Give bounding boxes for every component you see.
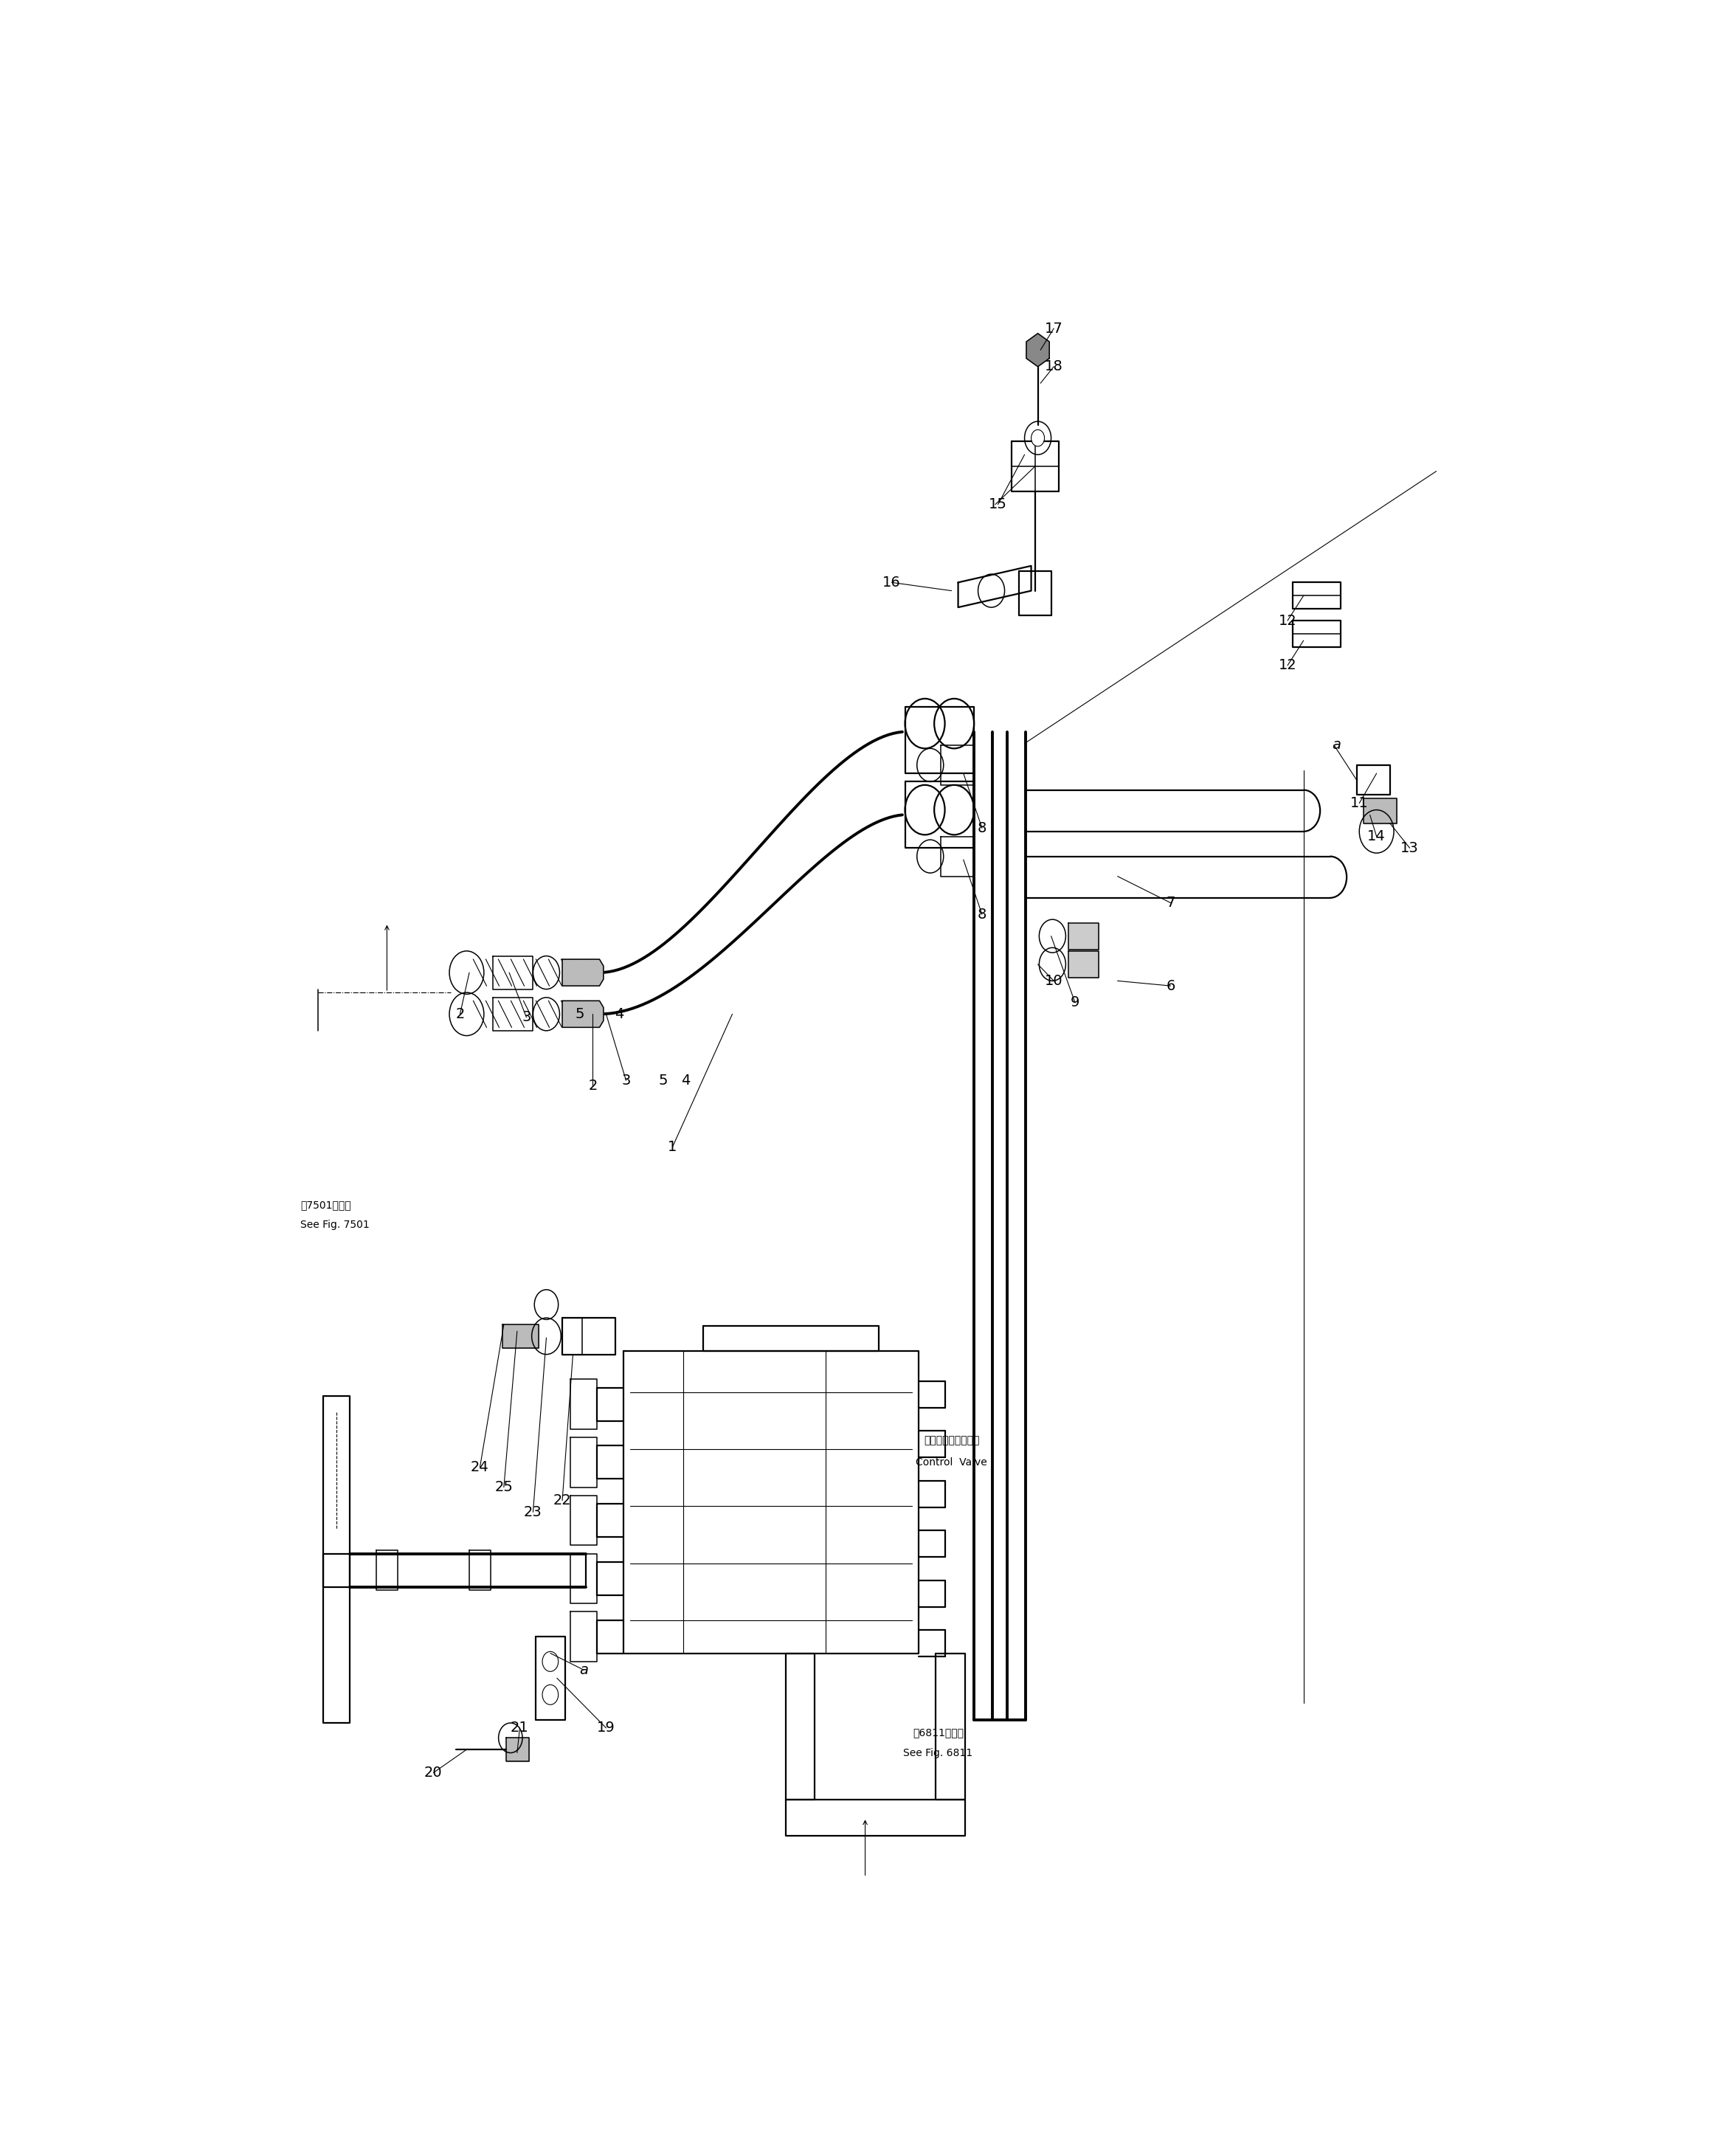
Polygon shape: [1292, 621, 1340, 647]
Text: 5: 5: [574, 1007, 584, 1022]
Text: 第6811図参照: 第6811図参照: [914, 1727, 963, 1738]
Polygon shape: [571, 1496, 596, 1546]
Text: 6: 6: [1166, 979, 1176, 994]
Polygon shape: [905, 707, 974, 774]
Text: Control  Valve: Control Valve: [915, 1457, 987, 1468]
Text: 19: 19: [596, 1720, 615, 1736]
Text: a: a: [1332, 737, 1340, 752]
Polygon shape: [785, 1654, 814, 1800]
Text: 8: 8: [977, 908, 987, 921]
Polygon shape: [1027, 334, 1049, 367]
Text: 17: 17: [1044, 321, 1063, 336]
Text: 4: 4: [615, 1007, 624, 1022]
Text: See Fig. 6811: See Fig. 6811: [903, 1749, 974, 1757]
Polygon shape: [507, 1738, 530, 1761]
Text: 1: 1: [668, 1141, 677, 1153]
Text: 10: 10: [1044, 975, 1063, 987]
Text: 23: 23: [524, 1505, 542, 1520]
Text: See Fig. 7501: See Fig. 7501: [300, 1220, 370, 1231]
Text: 9: 9: [1071, 996, 1080, 1009]
Polygon shape: [571, 1438, 596, 1488]
Polygon shape: [703, 1326, 879, 1352]
Text: 12: 12: [1279, 614, 1297, 627]
Text: 5: 5: [658, 1074, 668, 1087]
Text: 20: 20: [425, 1766, 442, 1779]
Polygon shape: [941, 746, 974, 785]
Text: 18: 18: [1044, 360, 1063, 373]
Polygon shape: [1068, 951, 1099, 977]
Polygon shape: [1363, 798, 1397, 824]
Text: 11: 11: [1351, 796, 1368, 811]
Text: 2: 2: [588, 1078, 598, 1093]
Polygon shape: [562, 1317, 615, 1354]
Polygon shape: [562, 959, 603, 985]
Polygon shape: [571, 1380, 596, 1429]
Text: 21: 21: [511, 1720, 530, 1736]
Text: 7: 7: [1166, 897, 1176, 910]
Polygon shape: [502, 1324, 538, 1348]
Polygon shape: [1292, 582, 1340, 608]
Polygon shape: [941, 837, 974, 875]
Text: 第7501図参照: 第7501図参照: [300, 1201, 351, 1210]
Polygon shape: [562, 1000, 603, 1028]
Text: 16: 16: [883, 576, 902, 589]
Polygon shape: [905, 783, 974, 847]
Polygon shape: [1068, 923, 1099, 949]
Text: 3: 3: [521, 1011, 531, 1024]
Text: 13: 13: [1400, 841, 1419, 856]
Text: 24: 24: [471, 1460, 488, 1475]
Circle shape: [1032, 429, 1044, 446]
Text: 4: 4: [680, 1074, 691, 1087]
Text: a: a: [579, 1662, 588, 1677]
Text: 3: 3: [622, 1074, 631, 1087]
Text: コントロールバルブ: コントロールバルブ: [924, 1436, 979, 1447]
Text: 15: 15: [989, 498, 1008, 511]
Text: 14: 14: [1368, 830, 1385, 843]
Polygon shape: [571, 1554, 596, 1604]
Polygon shape: [470, 1550, 490, 1591]
Text: 22: 22: [554, 1494, 571, 1507]
Polygon shape: [1011, 442, 1059, 492]
Polygon shape: [324, 1395, 350, 1723]
Text: 12: 12: [1279, 658, 1297, 673]
Polygon shape: [785, 1800, 965, 1835]
Polygon shape: [536, 1636, 566, 1720]
Polygon shape: [624, 1352, 919, 1654]
Text: 25: 25: [495, 1481, 512, 1494]
Polygon shape: [936, 1654, 965, 1800]
Text: 2: 2: [456, 1007, 464, 1022]
Polygon shape: [571, 1613, 596, 1662]
Polygon shape: [958, 565, 1032, 608]
Text: 8: 8: [977, 821, 987, 834]
Polygon shape: [377, 1550, 398, 1591]
Polygon shape: [324, 1554, 350, 1587]
